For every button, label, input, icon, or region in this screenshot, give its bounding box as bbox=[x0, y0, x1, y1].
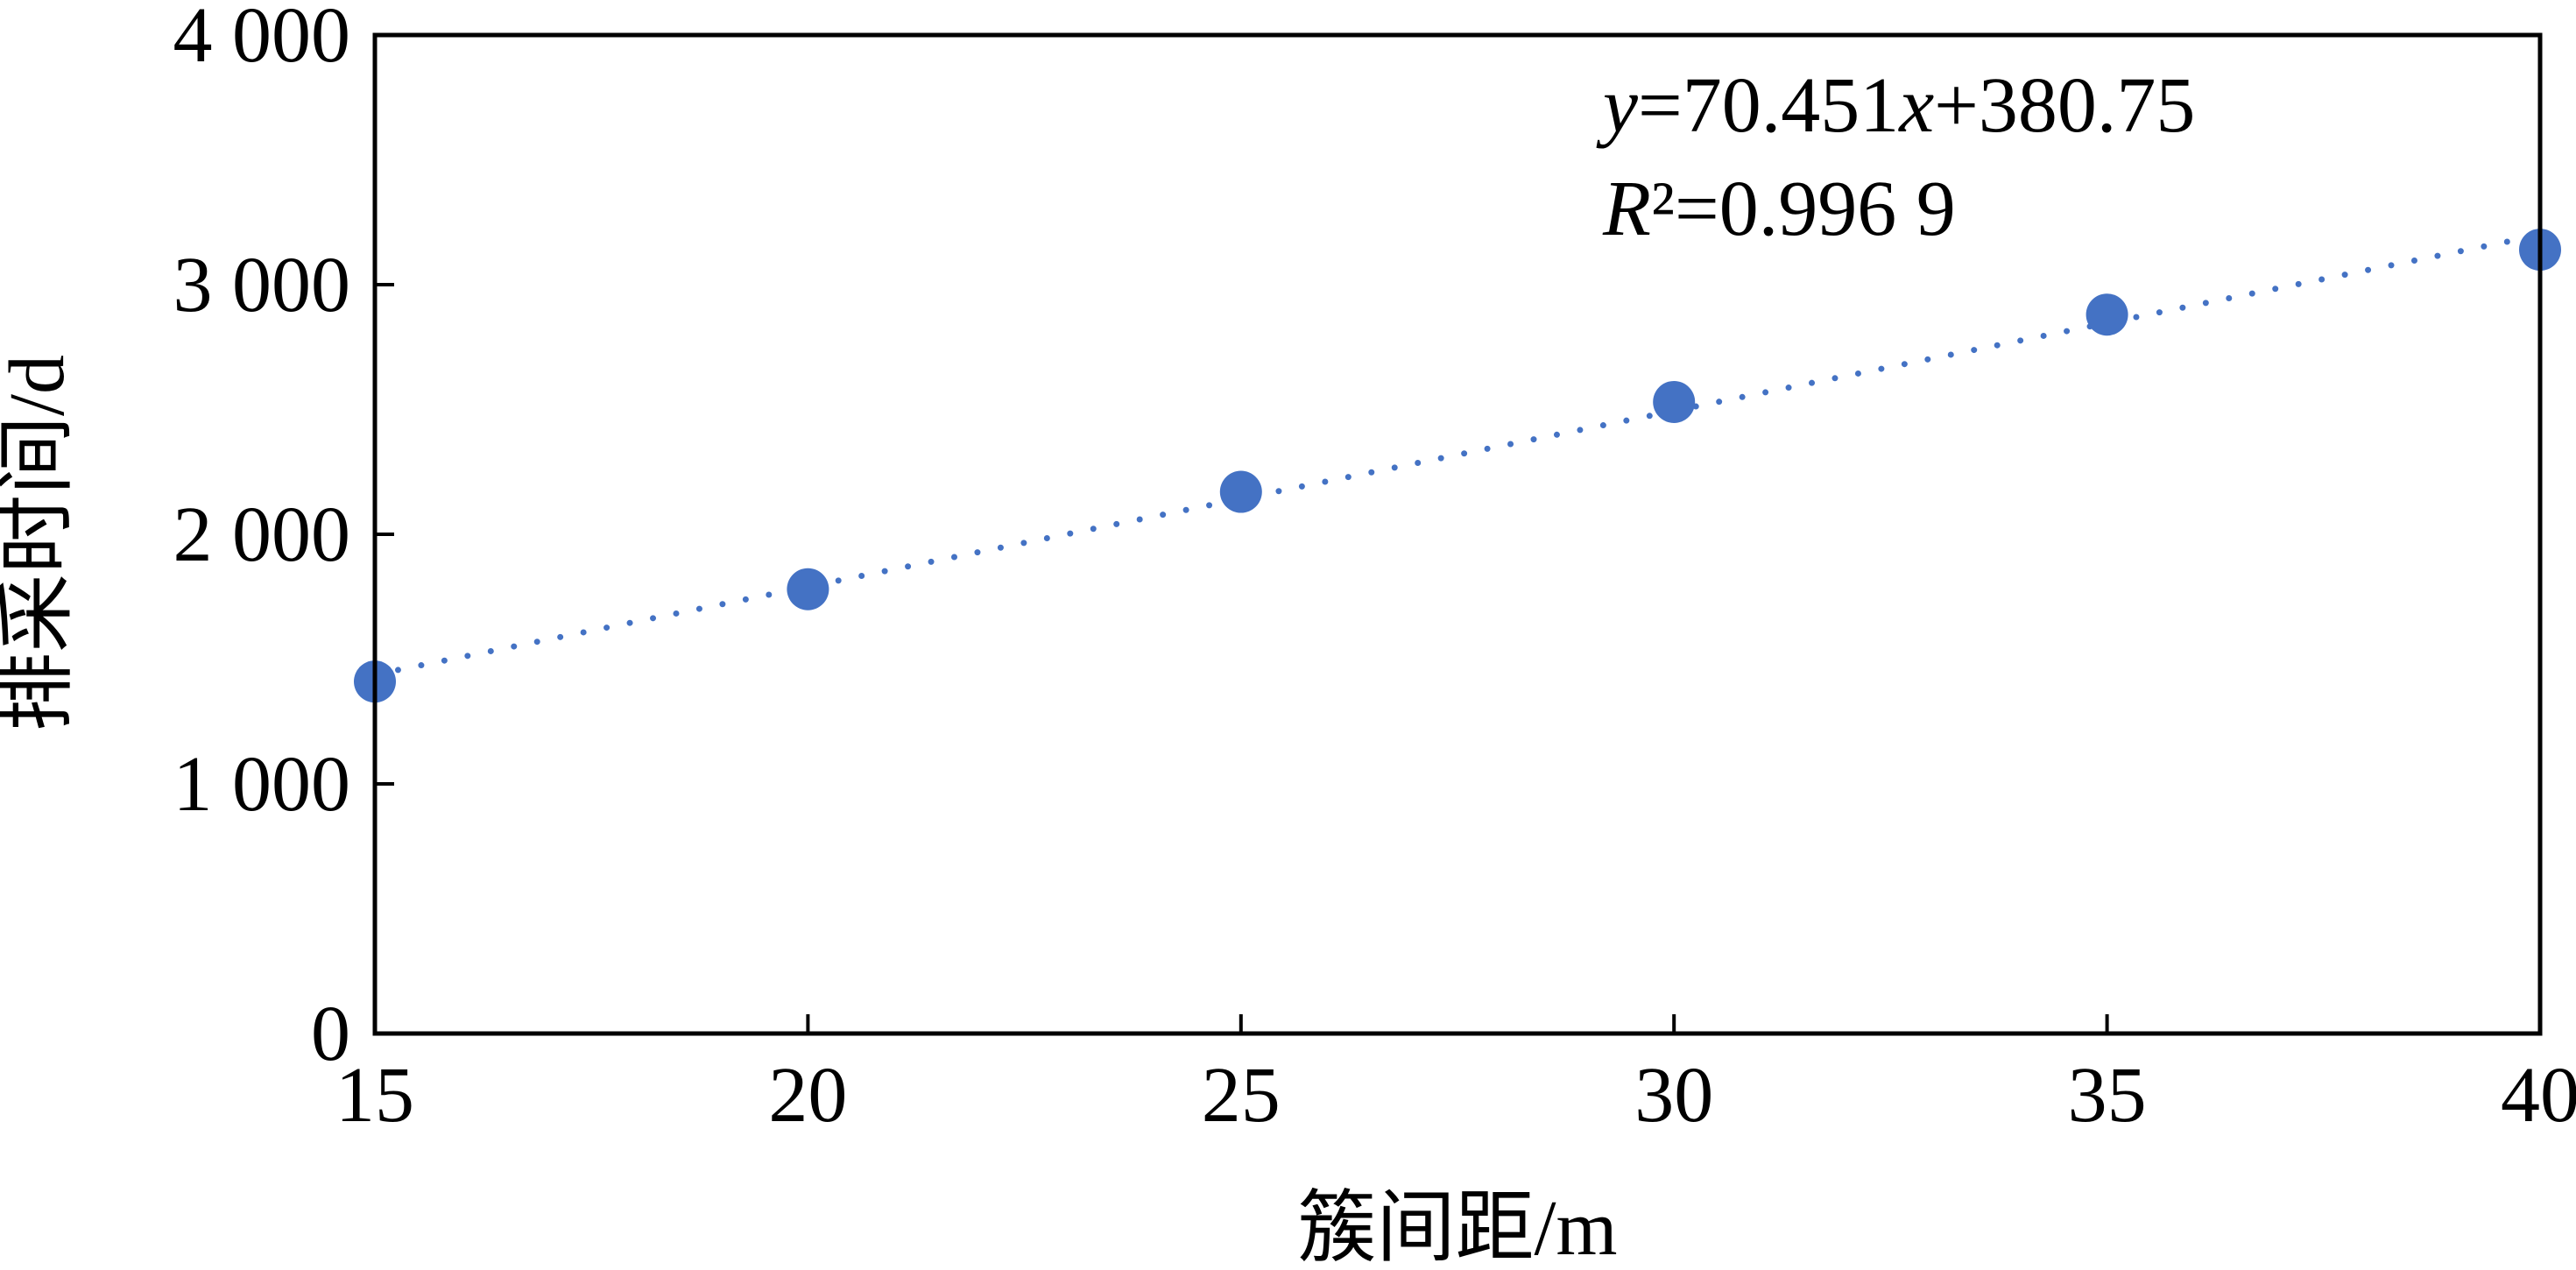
x-tick-label: 25 bbox=[1202, 1052, 1281, 1139]
y-tick-label: 2 000 bbox=[173, 491, 351, 578]
x-axis-ticks: 15 20 25 30 35 40 bbox=[335, 1014, 2576, 1139]
x-tick-label: 30 bbox=[1634, 1052, 1713, 1139]
y-axis-ticks: 0 1 000 2 000 3 000 4 000 bbox=[173, 0, 394, 1077]
y-tick-label: 1 000 bbox=[173, 741, 351, 828]
r-symbol: R bbox=[1602, 166, 1651, 252]
y-tick-label: 0 bbox=[311, 991, 350, 1077]
x-tick-label: 15 bbox=[335, 1052, 414, 1139]
trend-line bbox=[371, 231, 2544, 678]
plot-area bbox=[354, 229, 2561, 703]
plot-frame bbox=[372, 32, 2543, 1036]
x-tick-label: 40 bbox=[2501, 1052, 2576, 1139]
y-tick-label: 4 000 bbox=[173, 0, 351, 79]
y-axis-title: 排采时间/d bbox=[0, 355, 81, 731]
r-squared-label: R²=0.996 9 bbox=[1602, 166, 1956, 252]
data-point bbox=[1219, 470, 1262, 513]
y-tick-label: 3 000 bbox=[173, 242, 351, 328]
equation-intercept: +380.75 bbox=[1934, 62, 2195, 149]
equation-y-symbol: y bbox=[1596, 62, 1638, 149]
equation-x-symbol: x bbox=[1897, 62, 1934, 149]
data-point bbox=[2086, 293, 2128, 336]
data-point bbox=[787, 568, 829, 610]
r-squared-value: ²=0.996 9 bbox=[1651, 166, 1956, 252]
x-axis-title: 簇间距/m bbox=[1297, 1185, 1617, 1270]
equation-slope: =70.451 bbox=[1638, 62, 1899, 149]
x-tick-label: 35 bbox=[2068, 1052, 2147, 1139]
regression-equation: y=70.451x+380.75 bbox=[1596, 62, 2195, 149]
x-tick-label: 20 bbox=[768, 1052, 847, 1139]
data-point bbox=[1653, 380, 1696, 423]
